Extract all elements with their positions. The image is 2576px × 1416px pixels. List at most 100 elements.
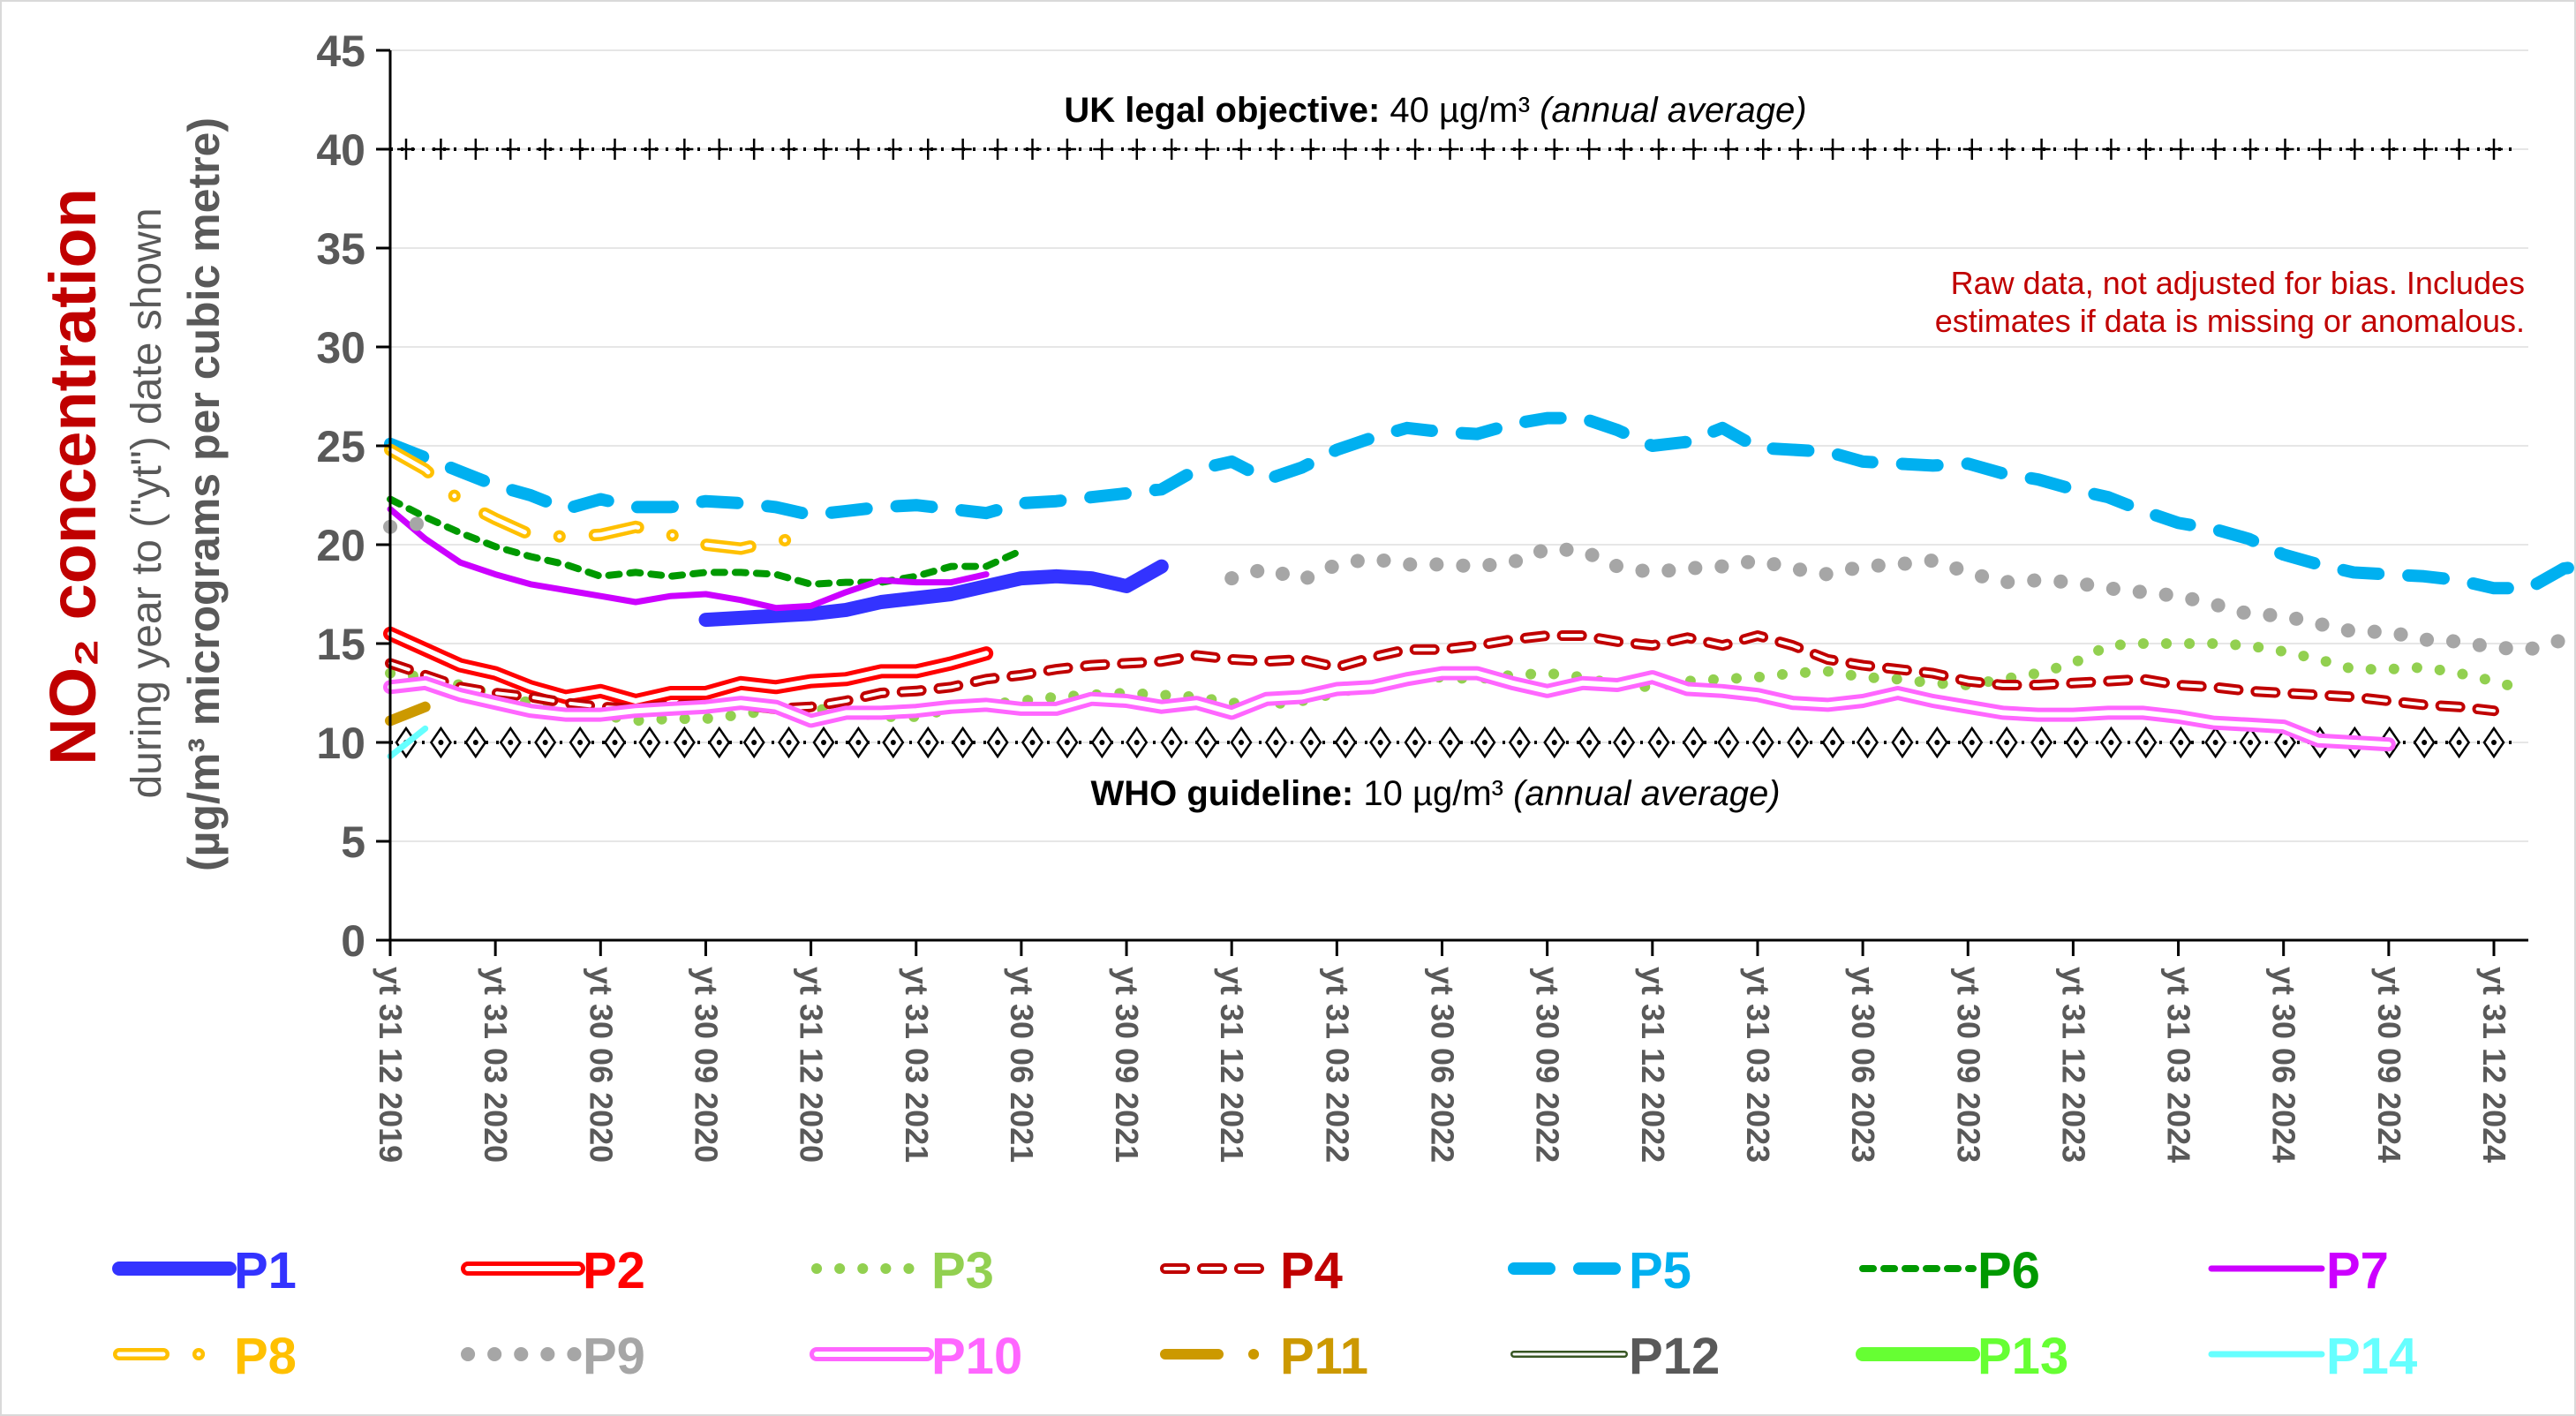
- data-point-p9: [2317, 623, 2319, 625]
- data-point-p3: [2388, 668, 2390, 670]
- data-point-p10: [1652, 676, 1653, 678]
- data-point-p7: [775, 607, 777, 609]
- data-point-p10: [1266, 698, 1268, 700]
- series-line-p1: [698, 559, 1169, 628]
- y-tick-label: 5: [341, 817, 365, 867]
- legend-item-p2: P2: [461, 1242, 645, 1299]
- data-point-p2: [530, 686, 531, 688]
- data-point-p9: [1616, 566, 1618, 568]
- data-point-p5: [2143, 510, 2144, 512]
- data-point-p4: [2212, 686, 2214, 688]
- x-tick-label: yt 31 12 2024: [2476, 967, 2512, 1163]
- data-point-p7: [425, 538, 426, 539]
- who-guideline-marker-dot: [612, 740, 618, 745]
- data-point-p4: [1301, 659, 1303, 660]
- x-tick-labels: yt 31 12 2019 yt 31 03 2020 yt 30 06 2020 y…: [373, 967, 2512, 1163]
- series-line-p10: [388, 670, 2391, 748]
- data-point-p3: [1757, 676, 1759, 678]
- who-guideline-marker-dot: [1481, 740, 1488, 745]
- data-point-p2: [915, 670, 917, 672]
- y-tick-label: 20: [316, 521, 365, 570]
- uk-legal-objective-marker: [2310, 139, 2329, 160]
- who-guideline-marker-dot: [1447, 740, 1453, 745]
- data-point-p3: [2212, 643, 2214, 644]
- uk-legal-objective-marker: [1789, 139, 1807, 160]
- data-point-p9: [1336, 563, 1337, 565]
- data-point-p7: [565, 590, 567, 591]
- uk-label-bold: UK legal objective:: [1064, 91, 1380, 130]
- data-point-p5: [1827, 451, 1828, 453]
- data-point-p9: [1652, 571, 1653, 573]
- data-point-p1: [915, 597, 917, 599]
- data-point-p4: [845, 700, 847, 702]
- data-point-p5: [494, 485, 496, 486]
- data-point-p3: [1792, 673, 1794, 674]
- data-point-p10: [880, 712, 882, 713]
- data-point-p2: [880, 670, 882, 672]
- uk-legal-objective-marker: [1371, 139, 1390, 160]
- data-point-p5: [599, 498, 601, 500]
- x-tick-label: yt 31 12 2021: [1214, 967, 1250, 1163]
- data-point-p10: [2317, 740, 2319, 742]
- uk-legal-objective-marker: [1858, 139, 1877, 160]
- who-guideline-marker-dot: [1795, 740, 1801, 745]
- legend-label-p7: P7: [2326, 1242, 2389, 1299]
- data-point-p10: [565, 714, 567, 716]
- who-guideline-marker-dot: [1656, 740, 1661, 745]
- data-point-p4: [2283, 692, 2285, 694]
- data-point-p3: [2458, 673, 2459, 674]
- data-point-p10: [2107, 712, 2109, 713]
- data-point-p2: [704, 692, 706, 694]
- legend-label-p5: P5: [1629, 1242, 1691, 1299]
- who-guideline-marker-dot: [1621, 740, 1627, 745]
- who-guideline-marker-dot: [1239, 740, 1244, 745]
- y-tick-label: 10: [316, 719, 365, 768]
- x-tick-label: yt 31 03 2023: [1740, 967, 1776, 1163]
- uk-legal-objective-marker: [1545, 139, 1563, 160]
- data-point-p5: [1266, 478, 1268, 480]
- uk-legal-objective-marker: [501, 139, 520, 160]
- legend-label-p11: P11: [1280, 1328, 1368, 1385]
- data-point-p5: [425, 456, 426, 458]
- data-point-p4: [1652, 644, 1653, 646]
- data-point-p5: [1442, 431, 1443, 433]
- data-point-p3: [1161, 694, 1163, 696]
- data-point-p2: [494, 673, 496, 674]
- who-guideline-marker-dot: [1343, 740, 1349, 745]
- data-point-p8: [494, 518, 496, 520]
- who-guideline-marker-dot: [646, 740, 652, 745]
- data-point-p9: [2283, 615, 2285, 617]
- data-point-p2: [775, 686, 777, 688]
- data-point-p10: [1967, 706, 1969, 708]
- data-point-p9: [425, 522, 426, 523]
- legend-label-p2: P2: [583, 1242, 645, 1299]
- x-tick-label: yt 31 03 2022: [1319, 967, 1355, 1163]
- data-point-p9: [1231, 577, 1232, 579]
- who-guideline-marker-dot: [1064, 740, 1070, 745]
- x-tick-label: yt 31 12 2019: [373, 967, 409, 1163]
- data-point-p10: [2212, 722, 2214, 724]
- data-point-p3: [1862, 676, 1864, 678]
- data-point-p3: [1021, 700, 1022, 702]
- uk-legal-objective-marker: [1615, 139, 1633, 160]
- data-point-p2: [635, 700, 636, 702]
- data-point-p4: [2037, 684, 2039, 686]
- y-tick-labels: 0 5 10 15 20 25 30 35 40 45: [316, 26, 365, 966]
- data-point-p5: [880, 506, 882, 508]
- uk-legal-objective-marker: [2276, 139, 2294, 160]
- data-point-p8: [635, 526, 636, 528]
- data-point-p9: [1827, 574, 1828, 576]
- who-guideline-marker-dot: [1307, 740, 1314, 745]
- data-point-p3: [2107, 644, 2109, 646]
- data-point-p9: [1442, 563, 1443, 565]
- y-tick-label: 0: [341, 916, 365, 966]
- data-point-p10: [1827, 704, 1828, 705]
- series-p8: [384, 443, 817, 555]
- data-point-p10: [775, 706, 777, 708]
- legend-label-p10: P10: [931, 1328, 1022, 1385]
- data-point-p4: [2143, 678, 2144, 680]
- x-tick-label: yt 30 09 2022: [1530, 967, 1566, 1163]
- data-point-p10: [530, 710, 531, 712]
- who-guideline-marker-dot: [995, 740, 1001, 745]
